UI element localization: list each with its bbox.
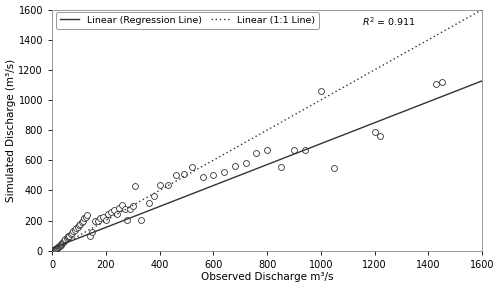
Point [54,244,62,249]
Point [110,208,118,212]
Point [72,226,80,230]
Point [80,216,88,221]
Point [50,248,58,253]
Point [220,170,228,175]
Text: $R^2$ = 0.911: $R^2$ = 0.911 [362,16,416,28]
Point [86,233,94,238]
Point [66,233,74,238]
Point [172,173,179,178]
Point [63,236,71,240]
Point [67,232,75,236]
Point [118,202,126,207]
Point [432,82,440,86]
Point [210,172,218,177]
Point [83,213,91,217]
Point [290,148,298,153]
Point [50,248,58,252]
Point [300,147,308,152]
Point [60,239,68,244]
Point [61,238,69,242]
Point [54,245,62,249]
Point [54,245,62,250]
Point [91,218,99,223]
Point [71,227,79,232]
Point [188,165,196,169]
Point [58,241,66,245]
Point [49,248,57,253]
Point [242,161,250,166]
Point [76,221,84,226]
Point [120,207,128,211]
Point [56,242,64,247]
Point [107,210,115,215]
Point [64,234,72,239]
Point [52,246,60,251]
Point [88,230,96,234]
Point [128,204,136,209]
Point [198,175,206,179]
Y-axis label: Simulated Discharge (m³/s): Simulated Discharge (m³/s) [6,58,16,202]
Point [156,183,164,187]
Point [132,183,140,188]
Point [58,242,66,246]
Point [231,164,239,168]
Point [50,247,58,252]
Point [51,247,59,251]
Point [104,211,112,216]
Point [56,243,64,248]
Point [150,194,158,199]
Point [252,150,260,155]
Point [50,248,58,253]
Point [74,224,82,229]
Point [50,247,58,252]
Point [102,217,110,222]
Point [68,230,76,235]
Point [58,240,66,245]
Point [62,237,70,242]
Point [54,245,62,250]
Point [438,79,446,84]
Point [79,218,87,223]
Point [52,247,60,251]
Point [52,246,60,251]
Point [276,165,284,169]
Point [94,219,102,223]
Point [60,238,68,243]
Point [64,235,72,239]
Legend: Linear (Regression Line), Linear (1:1 Line): Linear (Regression Line), Linear (1:1 Li… [56,12,320,29]
Point [99,215,107,220]
Point [112,211,120,216]
Point [53,246,61,250]
Point [82,215,90,219]
Point [145,201,153,205]
Point [78,220,86,224]
Point [96,216,104,221]
Point [136,217,144,222]
Point [126,207,134,211]
Point [75,223,83,227]
Point [370,130,378,135]
Point [115,205,123,210]
Point [330,166,338,170]
Point [180,171,188,176]
X-axis label: Observed Discharge m³/s: Observed Discharge m³/s [201,272,334,283]
Point [56,244,64,249]
Point [164,183,172,187]
Point [263,148,271,153]
Point [317,89,325,93]
Point [376,134,384,139]
Point [124,217,132,222]
Point [70,229,78,233]
